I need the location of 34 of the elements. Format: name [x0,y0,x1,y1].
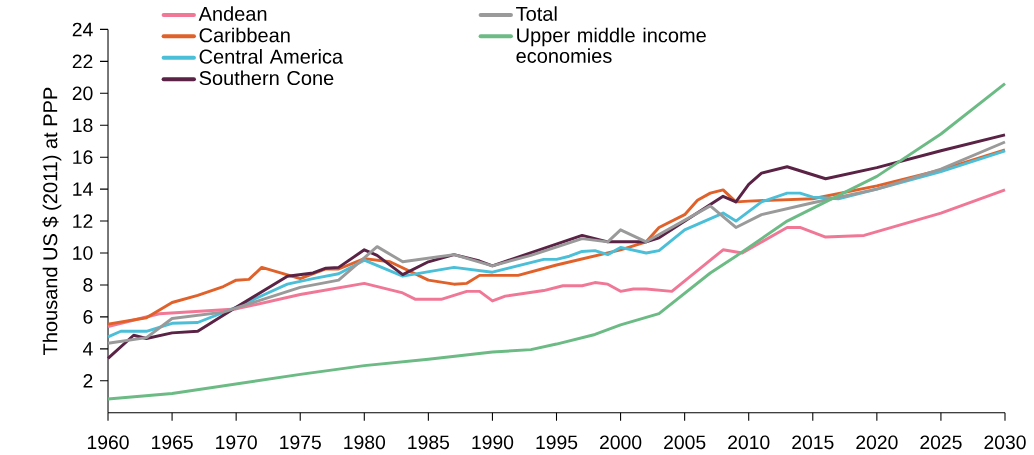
y-tick-label: 8 [83,278,93,292]
y-tick-label: 6 [83,310,93,324]
y-tick-label: 14 [73,182,93,196]
legend-label: Total [516,6,557,21]
x-tick-label: 2010 [728,435,770,450]
x-tick-label: 2030 [984,435,1026,450]
y-tick-label: 22 [72,54,93,69]
x-tick-label: 2005 [664,435,706,450]
legend-label: Andean [198,6,267,21]
y-tick-label: 2 [83,374,93,388]
x-tick-label: 2025 [920,435,962,450]
x-tick-label: 1975 [280,435,321,450]
y-tick-label: 20 [72,86,93,101]
x-tick-label: 1980 [344,435,386,450]
x-tick-label: 1965 [152,435,193,450]
legend-label: Upper middle income economies [516,27,706,63]
y-tick-label: 10 [73,246,93,260]
x-tick-label: 1995 [536,435,578,450]
x-tick-label: 2015 [792,435,834,450]
x-tick-label: 2020 [856,435,898,450]
legend-label: Southern Cone [199,70,334,86]
y-axis-title: Thousand US $ (2011) at PPP [42,87,62,355]
legend-label: Central America [199,49,344,64]
legend-label: Caribbean [199,27,290,43]
x-tick-label: 1970 [216,435,257,450]
y-tick-label: 4 [82,342,93,356]
x-tick-label: 1990 [472,435,514,450]
y-tick-label: 18 [73,118,93,133]
y-tick-label: 12 [73,214,93,228]
x-tick-label: 1985 [408,435,450,450]
y-tick-label: 16 [73,150,93,165]
y-tick-label: 24 [72,22,93,37]
x-tick-label: 2000 [600,435,642,450]
x-tick-label: 1960 [87,435,129,450]
